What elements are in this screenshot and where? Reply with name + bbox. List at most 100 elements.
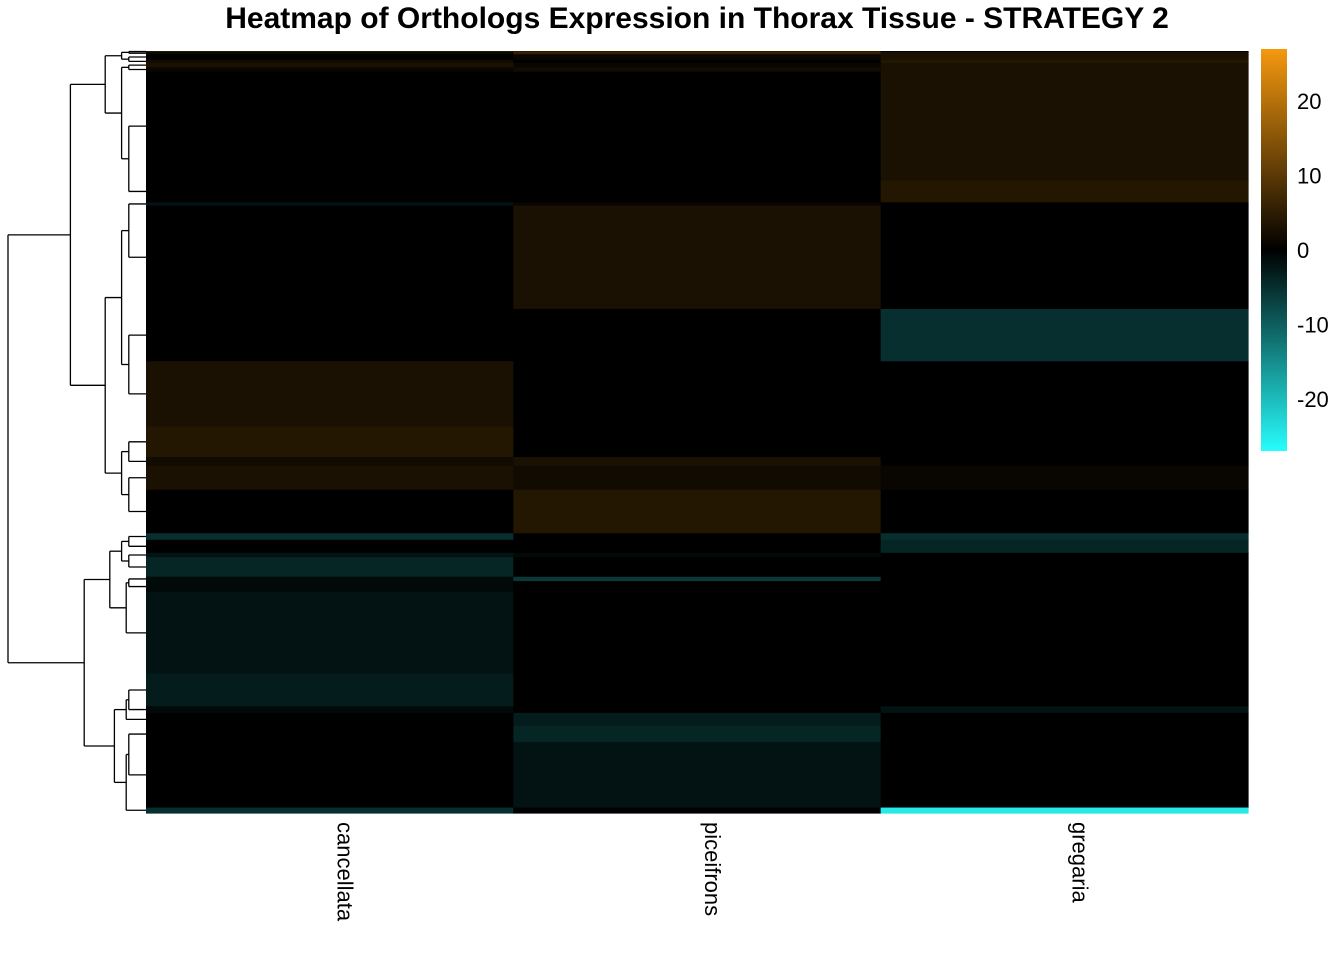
heatmap-cell bbox=[146, 457, 514, 467]
heatmap-cell bbox=[146, 308, 514, 362]
heatmap-cell bbox=[513, 308, 882, 362]
heatmap-cell bbox=[513, 552, 882, 558]
heatmap-cell bbox=[880, 62, 1249, 68]
heatmap-cell bbox=[880, 67, 1249, 73]
heatmap-cell bbox=[146, 465, 514, 491]
heatmap-cell bbox=[146, 539, 514, 554]
heatmap-cell bbox=[513, 465, 882, 491]
heatmap-cell bbox=[880, 54, 1249, 61]
heatmap-cell bbox=[513, 52, 882, 55]
heatmap-cell bbox=[880, 592, 1249, 675]
heatmap-cell bbox=[880, 807, 1249, 814]
heatmap-cell bbox=[880, 552, 1249, 558]
heatmap-cell bbox=[880, 465, 1249, 491]
heatmap-cell bbox=[880, 457, 1249, 467]
heatmap-cell bbox=[146, 557, 514, 578]
heatmap-cell bbox=[513, 576, 882, 582]
heatmap-cell bbox=[880, 51, 1249, 53]
heatmap-cell bbox=[880, 576, 1249, 582]
heatmap-cell bbox=[880, 725, 1249, 743]
legend-tick-label: -10 bbox=[1297, 312, 1329, 337]
heatmap-cell bbox=[146, 205, 514, 310]
heatmap-cell bbox=[146, 576, 514, 582]
heatmap-cell bbox=[880, 742, 1249, 809]
heatmap-cell bbox=[880, 205, 1249, 310]
heatmap-cell bbox=[880, 308, 1249, 362]
column-label: piceifrons bbox=[700, 822, 725, 916]
heatmap-cell bbox=[880, 426, 1249, 458]
heatmap-cell bbox=[146, 361, 514, 428]
heatmap-cell bbox=[146, 712, 514, 727]
heatmap-cell bbox=[513, 67, 882, 73]
heatmap-cell bbox=[513, 807, 882, 814]
heatmap-cell bbox=[146, 742, 514, 809]
heatmap-cells bbox=[146, 51, 1249, 814]
heatmap-cell bbox=[146, 533, 514, 541]
heatmap-cell bbox=[880, 52, 1249, 55]
heatmap-cell bbox=[513, 725, 882, 743]
heatmap-cell bbox=[513, 581, 882, 593]
heatmap-cell bbox=[880, 489, 1249, 534]
heatmap-cell bbox=[513, 71, 882, 182]
heatmap-cell bbox=[513, 673, 882, 707]
heatmap-cell bbox=[146, 180, 514, 203]
heatmap-cell bbox=[880, 673, 1249, 707]
heatmap-cell bbox=[880, 71, 1249, 182]
heatmap-cell bbox=[146, 673, 514, 707]
column-label: gregaria bbox=[1067, 822, 1092, 903]
legend-tick-label: 10 bbox=[1297, 164, 1321, 189]
heatmap-cell bbox=[513, 51, 882, 53]
heatmap-cell bbox=[146, 51, 514, 53]
heatmap-cell bbox=[146, 552, 514, 558]
column-labels: cancellata piceifrons gregaria bbox=[333, 822, 1093, 922]
heatmap-cell bbox=[513, 489, 882, 534]
heatmap-cell bbox=[513, 712, 882, 727]
heatmap-cell bbox=[880, 202, 1249, 207]
heatmap-cell bbox=[513, 533, 882, 541]
heatmap-cell bbox=[513, 706, 882, 714]
heatmap-cell bbox=[513, 59, 882, 64]
heatmap-cell bbox=[513, 361, 882, 428]
heatmap-cell bbox=[880, 361, 1249, 428]
heatmap-cell bbox=[880, 180, 1249, 203]
column-label: cancellata bbox=[333, 822, 358, 922]
heatmap-cell bbox=[146, 426, 514, 458]
heatmap-cell bbox=[880, 59, 1249, 64]
heatmap-cell bbox=[513, 557, 882, 578]
heatmap-cell bbox=[880, 712, 1249, 727]
legend-tick-label: 20 bbox=[1297, 89, 1321, 114]
heatmap-cell bbox=[513, 62, 882, 68]
legend-tick-label: 0 bbox=[1297, 238, 1309, 263]
heatmap-cell bbox=[146, 71, 514, 182]
heatmap-cell bbox=[513, 742, 882, 809]
heatmap-cell bbox=[880, 557, 1249, 578]
heatmap-cell bbox=[146, 59, 514, 64]
heatmap-cell bbox=[146, 67, 514, 73]
row-dendrogram bbox=[7, 50, 146, 811]
heatmap-cell bbox=[146, 54, 514, 61]
color-legend: 20 10 0 -10 -20 bbox=[1261, 49, 1329, 451]
heatmap-cell bbox=[513, 205, 882, 310]
heatmap-cell bbox=[513, 202, 882, 207]
heatmap-cell bbox=[513, 426, 882, 458]
heatmap-cell bbox=[880, 533, 1249, 541]
heatmap-cell bbox=[146, 706, 514, 714]
heatmap-cell bbox=[146, 202, 514, 207]
heatmap-cell bbox=[513, 592, 882, 675]
heatmap-cell bbox=[146, 725, 514, 743]
heatmap-cell bbox=[146, 592, 514, 675]
heatmap-cell bbox=[146, 489, 514, 534]
heatmap-cell bbox=[880, 706, 1249, 714]
heatmap-cell bbox=[146, 52, 514, 55]
heatmap-cell bbox=[513, 180, 882, 203]
legend-color-bar bbox=[1261, 49, 1287, 451]
legend-tick-label: -20 bbox=[1297, 387, 1329, 412]
chart-title: Heatmap of Orthologs Expression in Thora… bbox=[225, 2, 1169, 35]
heatmap-cell bbox=[880, 539, 1249, 554]
heatmap-cell bbox=[513, 457, 882, 467]
heatmap-cell bbox=[513, 539, 882, 554]
heatmap-cell bbox=[513, 54, 882, 61]
heatmap-cell bbox=[146, 807, 514, 814]
heatmap-cell bbox=[146, 581, 514, 593]
heatmap-cell bbox=[880, 581, 1249, 593]
